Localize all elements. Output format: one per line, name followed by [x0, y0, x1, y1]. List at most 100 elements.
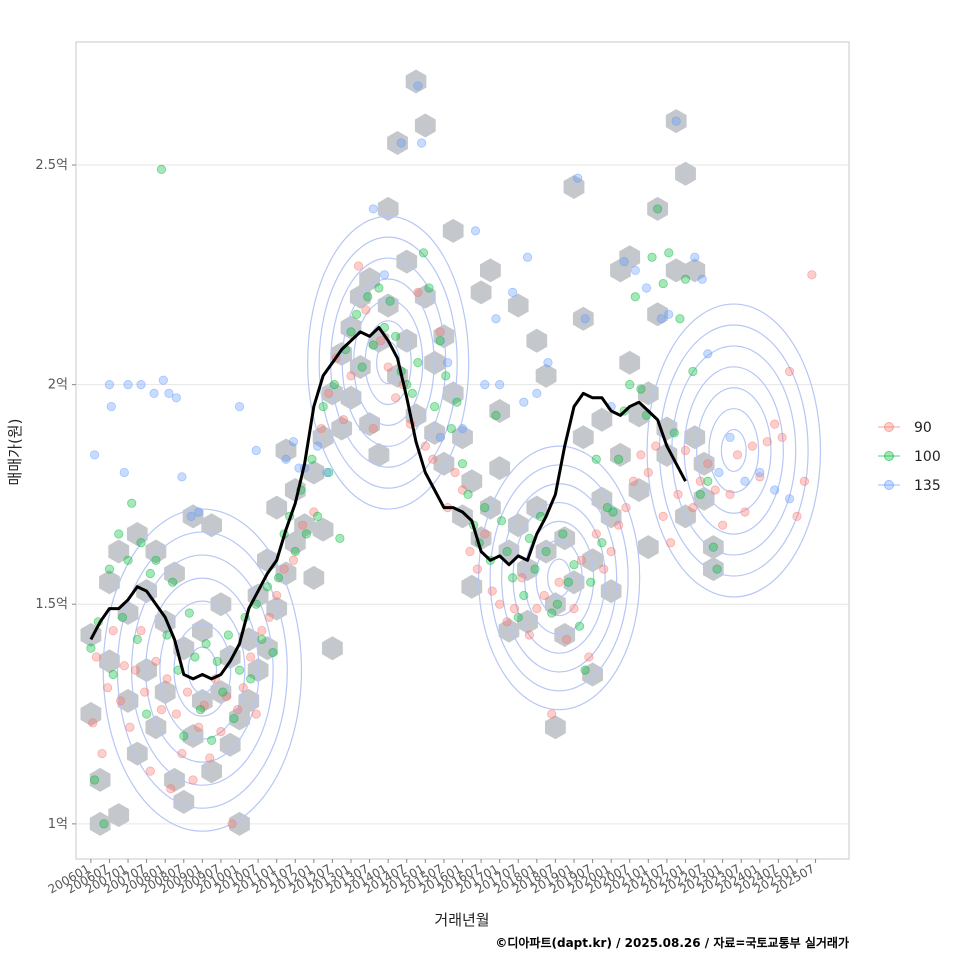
scatter-point-135: [443, 358, 453, 368]
scatter-point-90: [151, 656, 161, 666]
scatter-point-135: [543, 358, 553, 368]
scatter-point-90: [272, 590, 282, 601]
hexbin-cell: [219, 732, 241, 757]
scatter-point-100: [108, 669, 118, 680]
scatter-point-90: [487, 586, 497, 596]
hexbin-cell: [535, 363, 557, 388]
scatter-point-100: [675, 314, 685, 324]
scatter-point-100: [558, 529, 568, 539]
scatter-point-90: [606, 546, 616, 557]
scatter-point-90: [216, 727, 226, 737]
scatter-point-90: [561, 634, 572, 644]
scatter-point-100: [613, 454, 624, 464]
scatter-point-135: [580, 314, 590, 324]
scatter-point-100: [680, 274, 691, 284]
scatter-point-100: [385, 296, 395, 306]
scatter-point-100: [574, 621, 585, 631]
scatter-point-135: [532, 388, 542, 398]
scatter-point-135: [104, 380, 115, 390]
legend-label: 90: [914, 420, 932, 436]
density-contour: [364, 320, 412, 406]
hexbin-cell: [359, 267, 380, 292]
hexbin-cell: [266, 596, 288, 621]
scatter-point-100: [653, 204, 663, 214]
scatter-point-135: [656, 314, 666, 324]
scatter-point-100: [246, 674, 256, 684]
scatter-point-100: [312, 511, 323, 521]
scatter-point-90: [465, 546, 475, 557]
hexbin-cell: [452, 425, 473, 450]
scatter-point-90: [651, 441, 661, 451]
scatter-point-100: [552, 599, 562, 609]
scatter-point-100: [218, 687, 228, 697]
scatter-point-90: [435, 327, 445, 337]
scatter-points: [86, 81, 817, 829]
hexbin-cell: [684, 258, 706, 283]
hexbin-cell: [108, 539, 130, 564]
scatter-point-100: [290, 546, 300, 557]
hexbin-cell: [545, 592, 566, 617]
density-contour: [159, 600, 246, 740]
scatter-point-135: [194, 507, 204, 517]
scatter-point-90: [251, 709, 261, 719]
scatter-point-90: [102, 683, 113, 693]
scatter-point-90: [391, 393, 401, 403]
scatter-point-90: [368, 423, 378, 434]
scatter-point-90: [246, 652, 256, 662]
legend-key-marker: [884, 451, 894, 461]
scatter-point-90: [517, 573, 527, 583]
density-contour: [489, 464, 629, 692]
scatter-point-90: [288, 555, 299, 565]
scatter-point-135: [177, 472, 187, 482]
scatter-point-90: [188, 775, 198, 785]
scatter-point-100: [586, 577, 596, 587]
scatter-point-100: [190, 652, 200, 662]
scatter-point-135: [664, 309, 674, 319]
scatter-point-135: [106, 401, 116, 412]
scatter-point-90: [636, 450, 646, 460]
scatter-point-100: [142, 709, 152, 719]
hexbin-cell: [619, 245, 641, 270]
scatter-point-100: [446, 423, 456, 434]
hexbin-cell: [275, 438, 297, 463]
scatter-point-135: [470, 226, 481, 236]
scatter-point-90: [725, 489, 735, 500]
hexbin-cell: [703, 535, 724, 560]
scatter-point-100: [563, 577, 574, 587]
scatter-point-100: [496, 516, 507, 526]
scatter-point-135: [435, 432, 445, 442]
scatter-point-100: [491, 410, 501, 420]
scatter-point-100: [441, 371, 451, 381]
scatter-point-100: [463, 489, 473, 500]
scatter-point-90: [233, 705, 243, 715]
hexbin-cell: [117, 601, 139, 625]
scatter-point-90: [361, 305, 371, 315]
scatter-point-90: [777, 432, 787, 442]
hexbin-cell: [340, 385, 362, 410]
scatter-point-100: [257, 634, 267, 644]
trend-line-layer: [89, 326, 687, 681]
hexbin-cell: [461, 574, 483, 599]
scatter-point-90: [346, 371, 356, 381]
hexbin-cell: [591, 407, 613, 432]
scatter-point-90: [97, 748, 107, 759]
scatter-point-100: [519, 590, 529, 601]
scatter-point-90: [584, 652, 594, 662]
legend-item-100: 100: [878, 449, 941, 465]
y-tick-label: 2.5억: [35, 158, 68, 173]
scatter-point-100: [407, 388, 417, 398]
density-contour: [353, 299, 424, 427]
scatter-point-100: [301, 529, 312, 539]
scatter-point-100: [117, 612, 128, 623]
hexbin-cell: [136, 658, 157, 683]
density-contour: [512, 501, 606, 654]
hexbin-cell: [89, 811, 111, 836]
hexbin-cell: [442, 218, 464, 243]
hexbin-cell: [182, 724, 204, 748]
hexbin-cell: [377, 293, 399, 318]
hexbin-cell: [703, 557, 724, 582]
hexbin-cell: [145, 539, 167, 564]
x-axis-title: 거래년월: [434, 911, 489, 929]
